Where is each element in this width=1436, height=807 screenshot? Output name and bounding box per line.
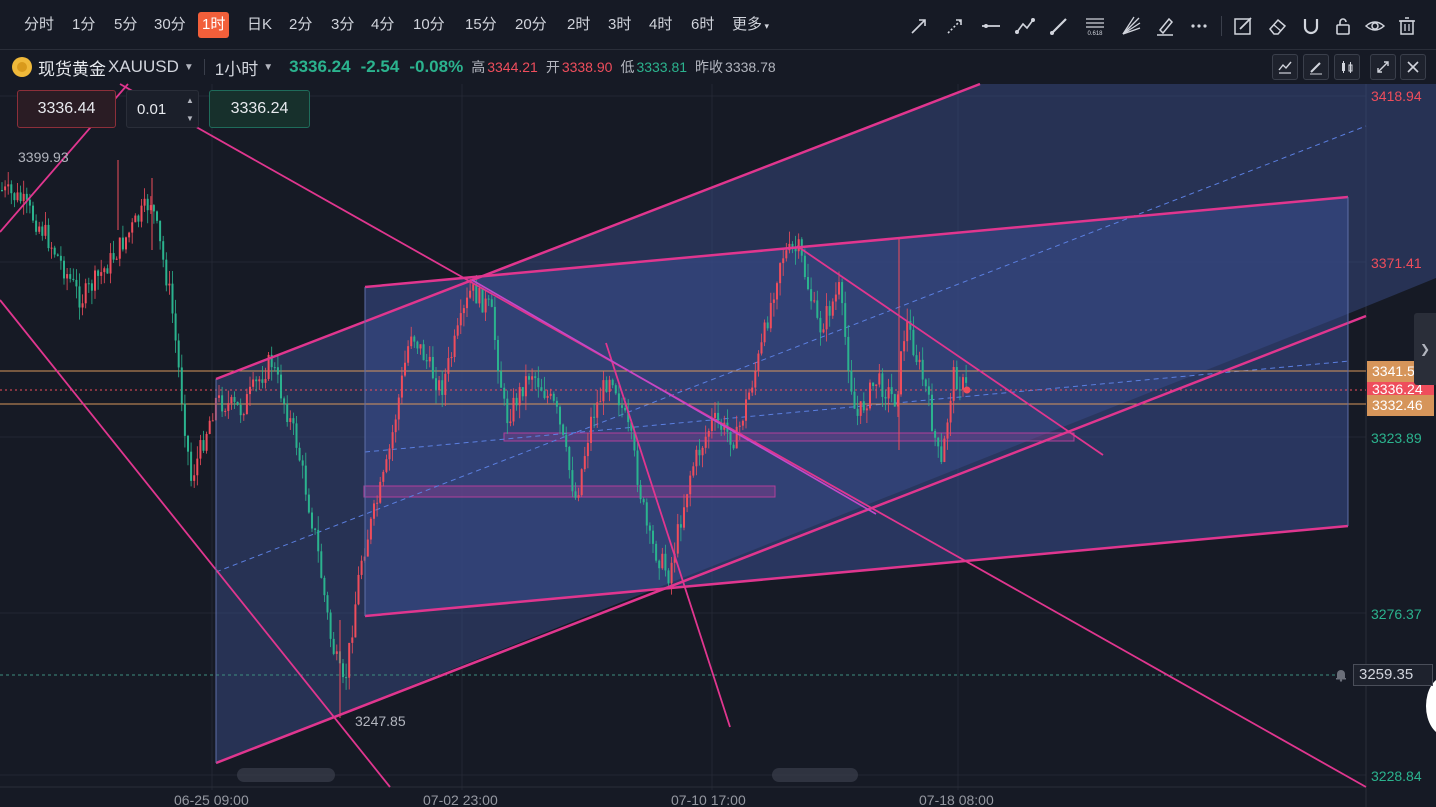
chevron-down-icon[interactable]: ▼ [263,61,274,73]
price-change-pct: -0.08% [409,57,464,76]
edit-note-icon[interactable] [1229,12,1257,40]
open-label: 开 [545,59,560,75]
price-alert-tag[interactable]: 3259.35 [1353,664,1433,686]
zone-rect-2 [503,432,1075,442]
trend-line-icon[interactable] [905,12,933,40]
candle-type-icon[interactable] [1334,54,1360,80]
timeframe-tab[interactable]: 1时 [198,12,230,38]
bell-icon[interactable] [1334,668,1348,682]
chart-area[interactable] [0,51,1436,807]
buy-price-button[interactable]: 3336.24 [209,90,310,128]
prev-close-value: 3338.78 [725,59,776,75]
timeframe-tab[interactable]: 分时 [24,16,55,33]
timeframe-tab[interactable]: 3分 [331,16,355,33]
gold-coin-icon [12,57,32,77]
timeframe-tab[interactable]: 日K [247,16,273,33]
price-tick: 3371.41 [1371,255,1422,271]
lower-line-tag[interactable]: 3332.46 [1367,395,1434,416]
timeframe-tab[interactable]: 15分 [465,16,497,33]
timeframe-tab[interactable]: 更多 ▾ [732,16,770,33]
ray-dashed-icon[interactable] [941,12,969,40]
eye-icon[interactable] [1361,12,1389,40]
high-value: 3344.21 [487,59,538,75]
open-value: 3338.90 [561,59,613,75]
polyline-icon[interactable] [1011,12,1039,40]
price-tick: 3323.89 [1371,430,1422,446]
watermark [772,768,858,782]
timeframe-tab[interactable]: 4时 [649,16,673,33]
magnet-icon[interactable] [1297,12,1325,40]
fibonacci-icon[interactable]: 0.618 [1081,12,1109,40]
watermark [237,768,335,782]
chevron-up-icon[interactable]: ▲ [186,96,194,105]
floating-circle-button[interactable] [1426,676,1436,736]
timeframe-tab[interactable]: 5分 [114,16,138,33]
quantity-stepper[interactable]: 0.01 ▲ ▼ [126,90,199,128]
highlighter-icon[interactable] [1151,12,1179,40]
timeframe-tab[interactable]: 2时 [567,16,591,33]
pen-icon[interactable] [1045,12,1073,40]
trash-icon[interactable] [1393,12,1421,40]
prev-close-label: 昨收 [695,59,724,75]
chevron-down-icon[interactable]: ▾ [762,21,770,31]
price-tick: 3228.84 [1371,768,1422,784]
price-chart[interactable] [0,51,1436,807]
chevron-right-icon[interactable]: ❯ [1414,313,1436,385]
top-toolbar: 分时 1分 5分 30分 1时 日K 2分 3分 4分 10分 15分 20分 2时 3时 4时 6时 更多 ▾… [0,0,1436,50]
timeframe-tab[interactable]: 20分 [515,16,547,33]
time-tick: 06-25 09:00 [174,792,249,807]
low-value: 3333.81 [636,59,688,75]
symbol-code[interactable]: XAUUSD [108,57,179,76]
fib-label: 0.618 [1087,31,1103,37]
horizontal-line-icon[interactable] [977,12,1005,40]
price-tick: 3276.37 [1371,606,1422,622]
eraser-icon[interactable] [1263,12,1291,40]
time-tick: 07-18 08:00 [919,792,994,807]
timeframe-tab[interactable]: 6时 [691,16,715,33]
candlestick-series [1,160,968,718]
symbol-name[interactable]: 现货黄金 [38,59,106,79]
timeframe-tab[interactable]: 2分 [289,16,313,33]
high-extreme-label: 3399.93 [18,149,69,165]
timeframe-tab[interactable]: 1分 [72,16,96,33]
chevron-down-icon[interactable]: ▼ [183,61,194,73]
indicator-line-icon[interactable] [1272,54,1298,80]
time-tick: 07-10 17:00 [671,792,746,807]
channel-fill-inner [365,197,1348,616]
period-selector[interactable]: 1小时 [214,59,259,79]
price-tick: 3418.94 [1371,88,1422,104]
zone-rect-1 [363,485,776,498]
low-extreme-label: 3247.85 [355,713,406,729]
last-price: 3336.24 [289,57,351,76]
quantity-value[interactable]: 0.01 [137,101,167,118]
symbol-info-bar: 现货黄金 XAUUSD ▼ 1小时 ▼ 3336.24 -2.54 -0.08%… [12,55,776,79]
timeframe-tab[interactable]: 3时 [608,16,632,33]
close-icon[interactable] [1400,54,1426,80]
draw-pen-icon[interactable] [1303,54,1329,80]
fullscreen-icon[interactable] [1370,54,1396,80]
price-change: -2.54 [360,57,400,76]
timeframe-tab[interactable]: 4分 [371,16,395,33]
more-dots-icon[interactable] [1185,12,1213,40]
time-tick: 07-02 23:00 [423,792,498,807]
low-label: 低 [620,59,635,75]
fan-icon[interactable] [1117,12,1145,40]
high-label: 高 [471,59,486,75]
timeframe-tab[interactable]: 30分 [154,16,186,33]
chevron-down-icon[interactable]: ▼ [186,114,194,123]
timeframe-tab[interactable]: 10分 [413,16,445,33]
sell-price-button[interactable]: 3336.44 [17,90,116,128]
current-price-tag: 3336.24 [1367,382,1434,396]
lock-icon[interactable] [1329,12,1357,40]
